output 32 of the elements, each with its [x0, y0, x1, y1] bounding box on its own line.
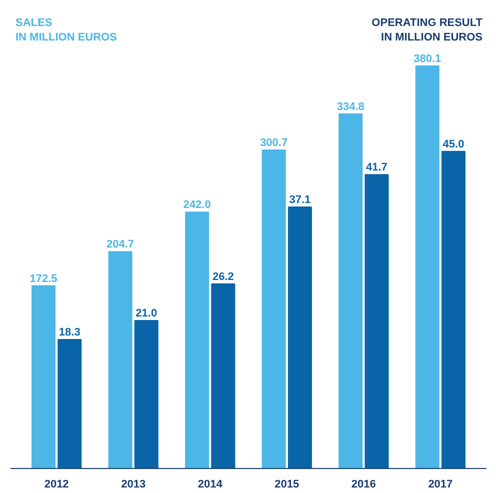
- bar: [58, 339, 82, 468]
- x-tick-label: 2017: [428, 478, 453, 490]
- bar: [185, 212, 210, 468]
- bar: [288, 206, 312, 468]
- bar: [415, 65, 440, 468]
- x-tick-label: 2013: [121, 478, 146, 490]
- x-tick-label: 2015: [274, 478, 300, 490]
- bar: [441, 150, 466, 468]
- x-tick-label: 2014: [198, 478, 224, 490]
- data-label: 26.2: [212, 270, 234, 283]
- bar: [364, 174, 389, 468]
- bar: [338, 113, 363, 468]
- x-tick-label: 2016: [351, 478, 376, 490]
- y2-axis-title: OPERATING RESULT IN MILLION EUROS: [372, 17, 483, 44]
- y-axis-title: SALES IN MILLION EUROS: [16, 17, 117, 44]
- data-label: 41.7: [366, 162, 388, 174]
- data-label: 334.8: [336, 100, 364, 113]
- bar: [31, 285, 56, 468]
- data-label: 37.1: [289, 194, 311, 206]
- data-label: 380.1: [414, 52, 442, 65]
- data-label: 18.3: [58, 326, 80, 339]
- bar: [211, 283, 236, 468]
- bar: [134, 320, 158, 468]
- data-label: 242.0: [183, 199, 211, 212]
- data-label: 300.7: [260, 136, 288, 149]
- data-label: 45.0: [442, 138, 464, 150]
- data-label: 204.7: [106, 238, 134, 251]
- bar: [108, 251, 132, 468]
- data-label: 172.5: [30, 272, 58, 285]
- bar: [262, 149, 286, 468]
- x-tick-label: 2012: [44, 478, 69, 490]
- data-label: 21.0: [136, 308, 158, 320]
